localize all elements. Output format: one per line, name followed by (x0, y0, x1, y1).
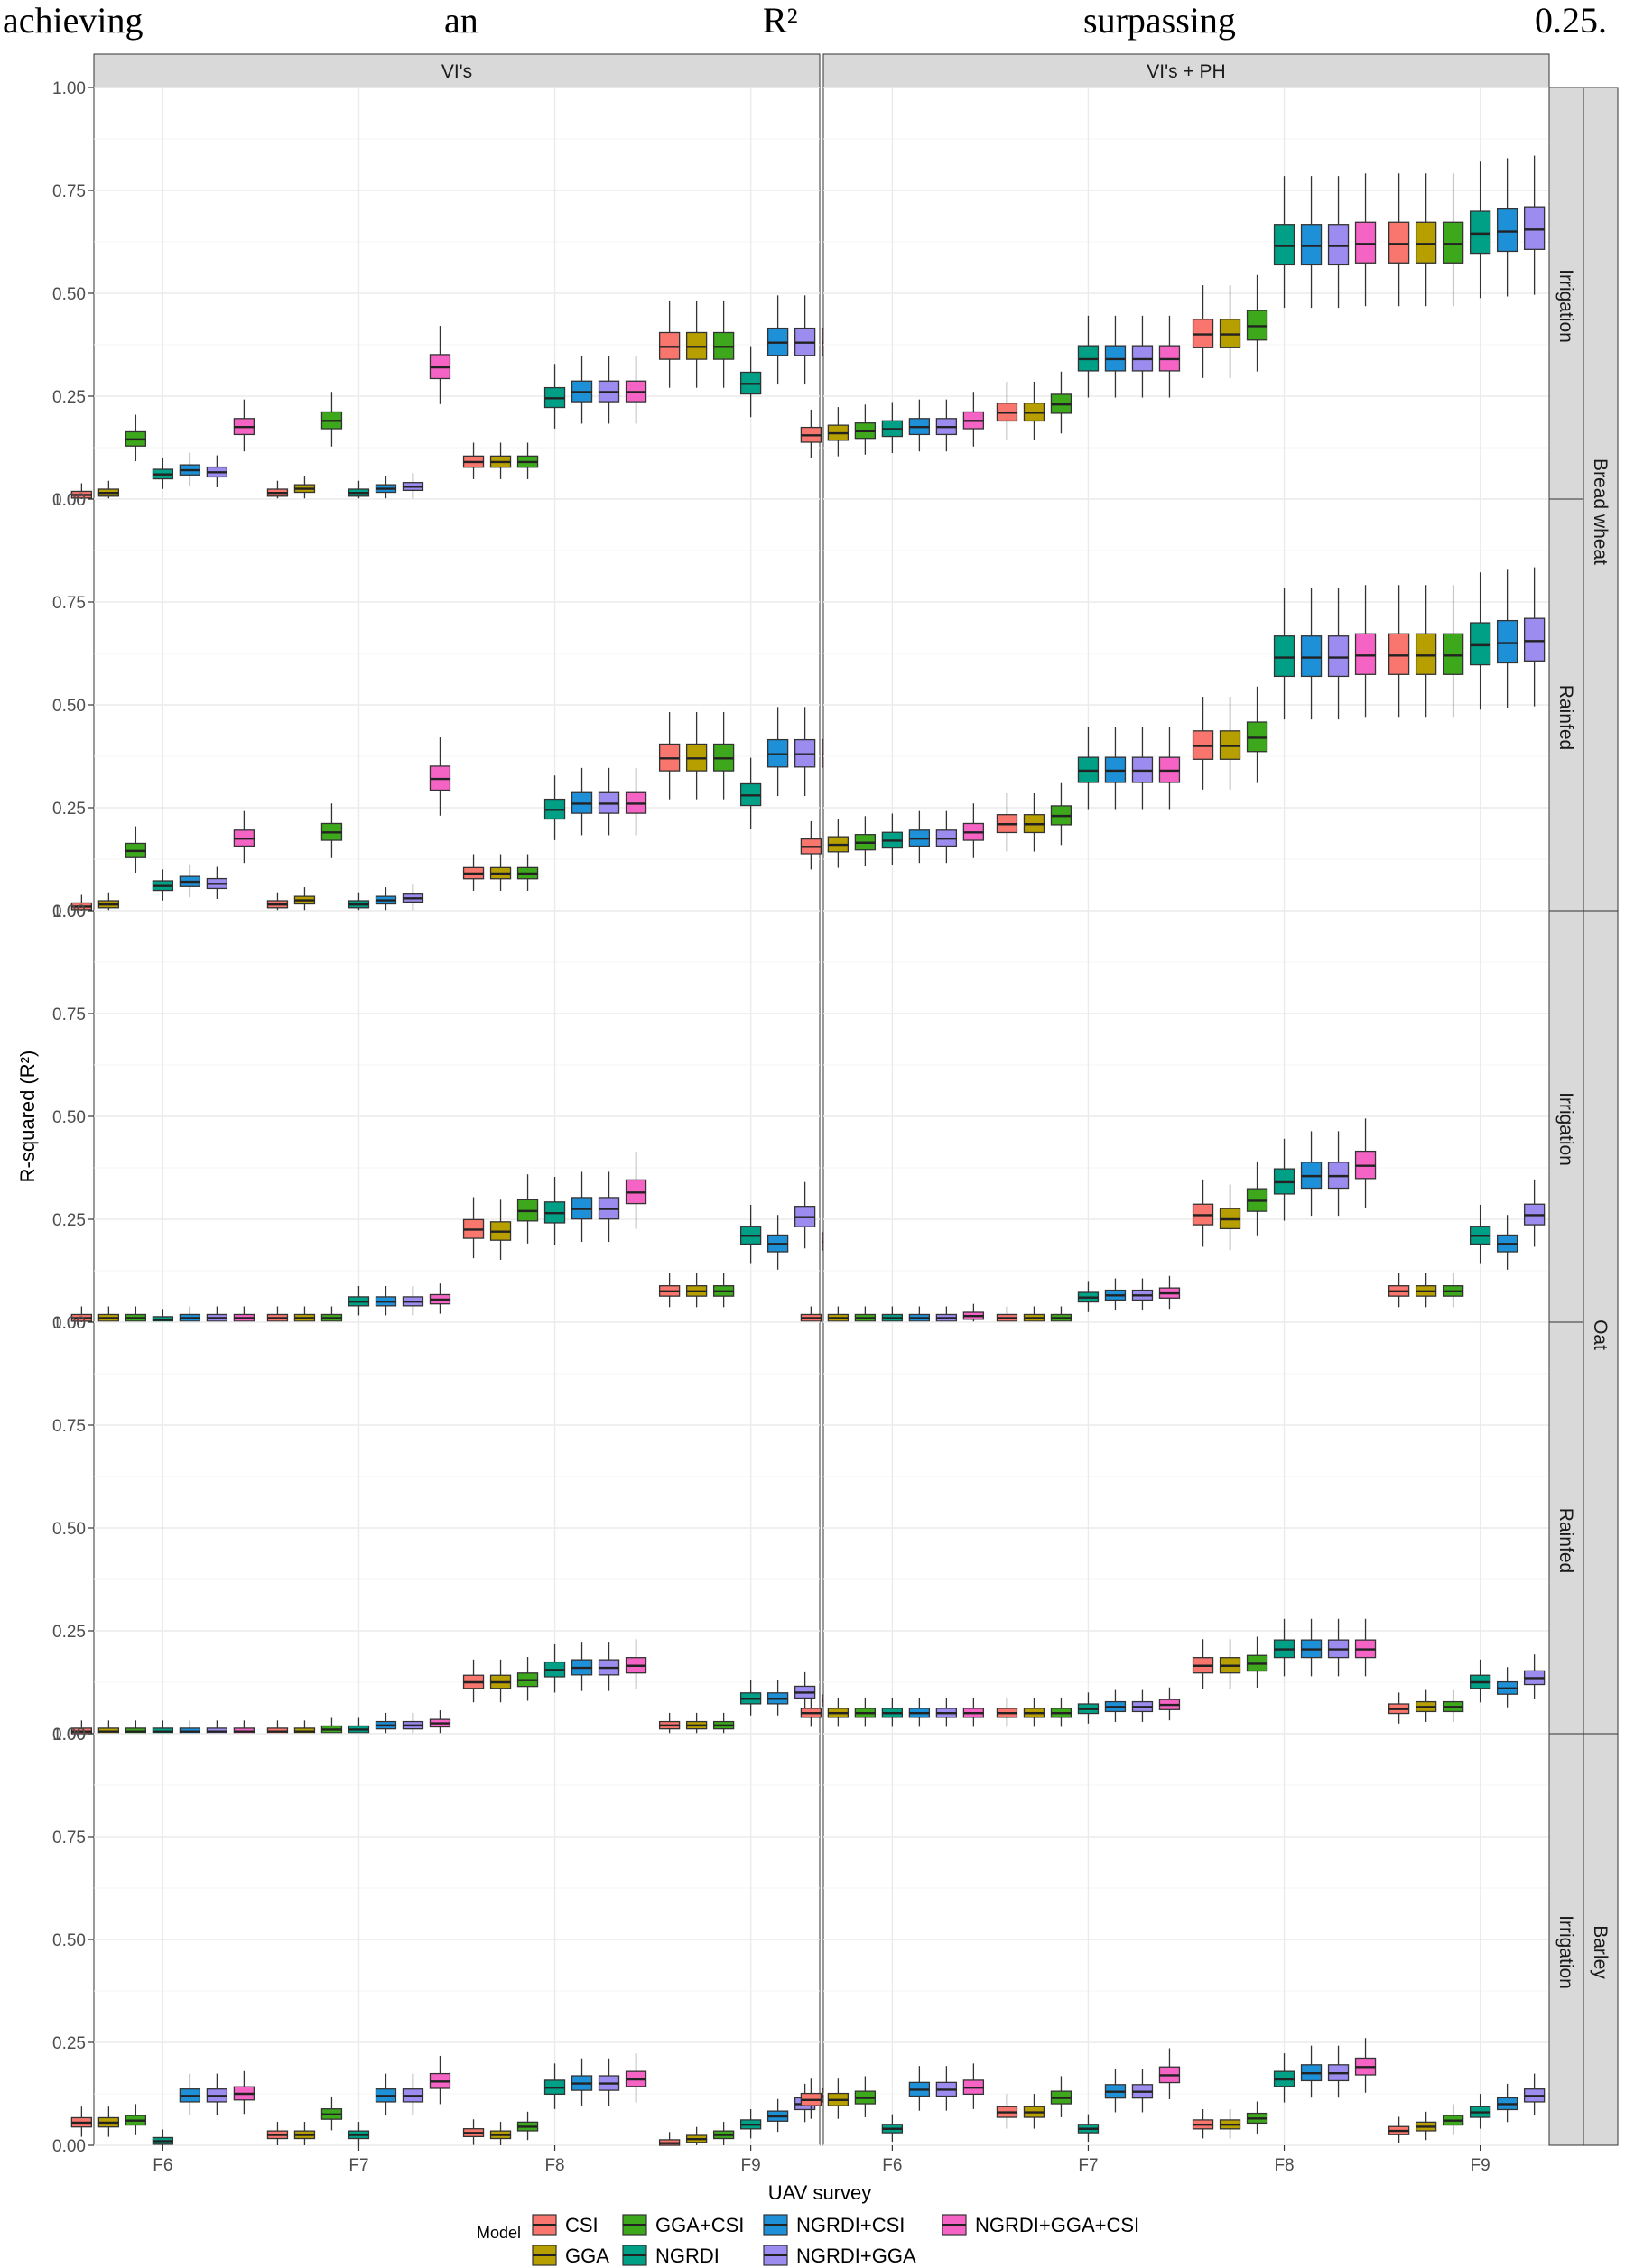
crop-strip-label: Bread wheat (1590, 458, 1611, 565)
legend-label: NGRDI+GGA (796, 2245, 916, 2267)
box-body (1388, 633, 1410, 675)
y-tick-label: 0.50 (52, 1520, 86, 1539)
treatment-strip-label: Rainfed (1555, 1508, 1576, 1573)
y-tick-label: 1.00 (52, 903, 86, 921)
y-tick-label: 0.00 (52, 903, 86, 921)
treatment-strip (1548, 87, 1584, 500)
box-body (1523, 617, 1546, 662)
y-axis-title: R-squared (R²) (16, 1051, 39, 1183)
box-body (1442, 221, 1464, 264)
y-tick-label: 0.25 (52, 2034, 86, 2053)
legend-label: NGRDI (655, 2245, 720, 2267)
x-tick-label: F7 (1078, 2156, 1098, 2175)
legend-label: NGRDI+CSI (796, 2214, 905, 2236)
y-tick-label: 0.50 (52, 1931, 86, 1950)
legend-title: Model (477, 2224, 521, 2242)
y-tick-label: 0.50 (52, 697, 86, 716)
treatment-strip (1548, 1321, 1584, 1735)
box-body (1415, 633, 1437, 675)
box-body (1327, 635, 1350, 678)
y-tick-label: 0.25 (52, 388, 86, 407)
y-tick-label: 0.00 (52, 2137, 86, 2156)
box-body (1327, 224, 1350, 266)
facet-strip-label: VI's + PH (1147, 61, 1225, 82)
box-body (1273, 224, 1295, 266)
box-body (1523, 206, 1546, 250)
treatment-strip-label: Rainfed (1555, 685, 1576, 750)
facet-strip-label: VI's (441, 61, 472, 82)
header-word: achieving (3, 0, 144, 41)
header-word: 0.25. (1535, 0, 1607, 41)
y-tick-label: 0.75 (52, 182, 86, 201)
x-tick-label: F8 (1274, 2156, 1294, 2175)
x-axis-title: UAV survey (768, 2181, 872, 2204)
legend-label: NGRDI+GGA+CSI (975, 2214, 1139, 2236)
treatment-strip-label: Irrigation (1555, 1092, 1576, 1166)
legend-label: CSI (565, 2214, 599, 2236)
box-body (1388, 221, 1410, 264)
box-body (1415, 221, 1437, 264)
crop-strip (1583, 87, 1619, 912)
box-body (1354, 633, 1377, 675)
y-tick-label: 0.75 (52, 594, 86, 613)
facet-strip (822, 53, 1550, 88)
y-tick-label: 0.50 (52, 285, 86, 304)
y-tick-label: 0.00 (52, 491, 86, 510)
treatment-strip-label: Irrigation (1555, 269, 1576, 343)
x-tick-label: F6 (882, 2156, 902, 2175)
x-tick-label: F8 (544, 2156, 564, 2175)
y-tick-label: 0.25 (52, 800, 86, 819)
x-tick-label: F7 (348, 2156, 368, 2175)
box-body (1496, 208, 1518, 253)
treatment-strip (1548, 498, 1584, 912)
y-tick-label: 1.00 (52, 79, 86, 98)
box-body (1469, 210, 1491, 255)
header-word: an (444, 0, 478, 41)
legend-label: GGA (565, 2245, 609, 2267)
y-tick-label: 0.75 (52, 1005, 86, 1024)
legend-label: GGA+CSI (655, 2214, 744, 2236)
y-tick-label: 1.00 (52, 491, 86, 510)
crop-strip-label: Oat (1590, 1319, 1611, 1350)
facet-strip (93, 53, 821, 88)
x-tick-label: F9 (1471, 2156, 1490, 2175)
header-word: surpassing (1083, 0, 1236, 41)
x-tick-label: F6 (153, 2156, 172, 2175)
header-word: R² (763, 0, 798, 41)
treatment-strip-label: Irrigation (1555, 1915, 1576, 1989)
box-body (1354, 221, 1377, 264)
crop-strip-label: Barley (1590, 1925, 1611, 1979)
y-tick-label: 0.75 (52, 1417, 86, 1436)
y-tick-label: 1.00 (52, 1314, 86, 1333)
y-tick-label: 0.25 (52, 1623, 86, 1642)
y-tick-label: 0.50 (52, 1108, 86, 1127)
header-text-line: achieving an R² surpassing 0.25. (0, 0, 1625, 45)
y-tick-label: 0.00 (52, 1314, 86, 1333)
treatment-strip (1548, 1733, 1584, 2146)
box-body (1442, 633, 1464, 675)
box-body (1496, 619, 1518, 664)
y-tick-label: 0.25 (52, 1211, 86, 1230)
box-body (1273, 635, 1295, 678)
box-body (1300, 635, 1323, 678)
box-body (1300, 224, 1323, 266)
y-tick-label: 1.00 (52, 1726, 86, 1745)
y-tick-label: 0.75 (52, 1828, 86, 1847)
y-tick-label: 0.00 (52, 1726, 86, 1745)
box-body (1469, 622, 1491, 666)
crop-strip (1583, 1733, 1619, 2146)
x-tick-label: F9 (741, 2156, 761, 2175)
